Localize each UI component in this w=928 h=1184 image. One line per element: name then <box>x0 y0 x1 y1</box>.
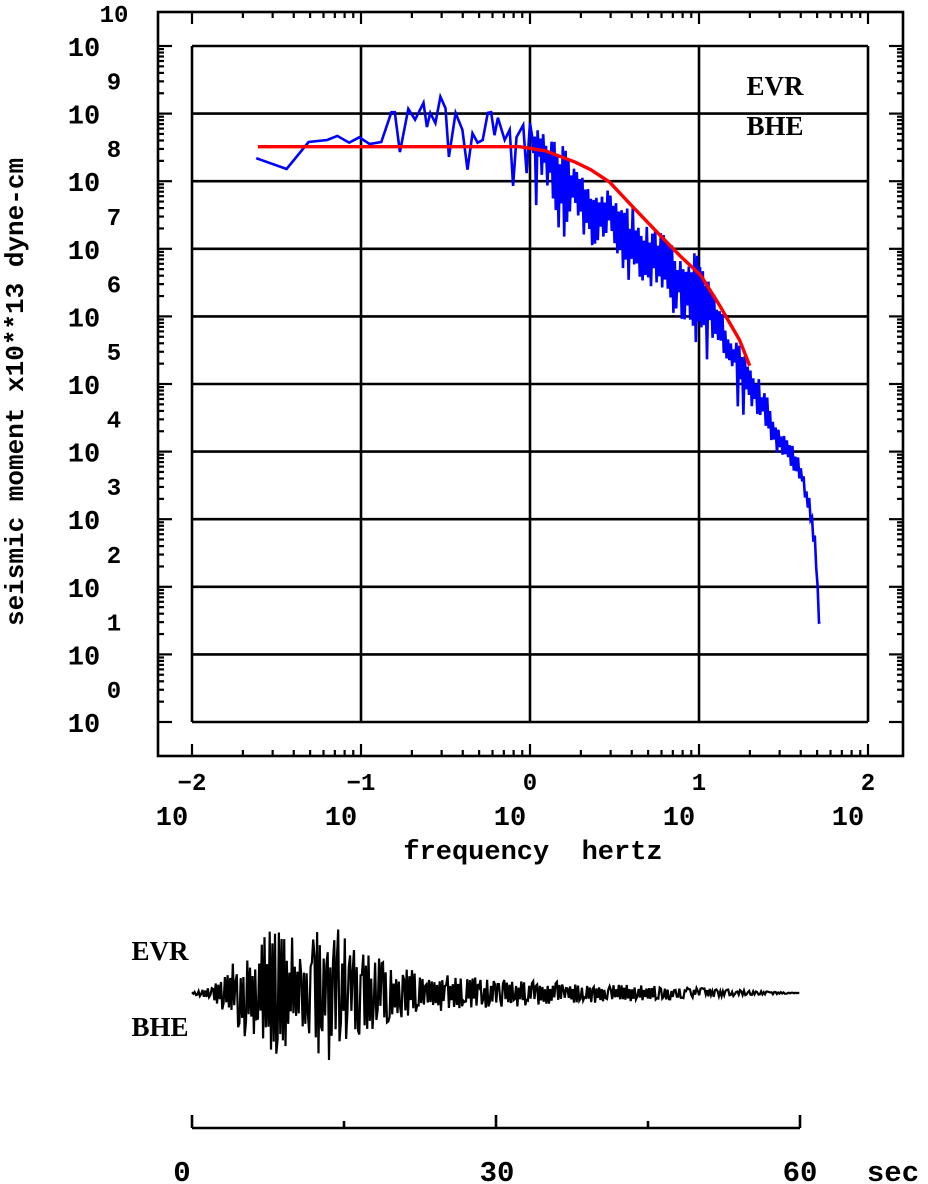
y-tick-label-exponent: 4 <box>107 409 121 436</box>
seismogram-station: EVR <box>131 936 189 966</box>
time-tick-label-0: 0 <box>173 1157 190 1184</box>
x-axis-title: frequency hertz <box>403 838 662 868</box>
y-tick-label-exponent: 0 <box>107 679 121 706</box>
time-tick-label-30: 30 <box>480 1157 515 1184</box>
x-tick-label-exponent: −1 <box>347 771 376 798</box>
y-tick-label-base: 10 <box>68 35 100 65</box>
seismogram-trace <box>191 929 800 1061</box>
x-tick-label-exponent: 0 <box>523 771 537 798</box>
x-tick-label-base: 10 <box>494 804 526 834</box>
x-tick-label-exponent: −2 <box>178 771 207 798</box>
x-tick-label-exponent: 1 <box>692 771 706 798</box>
legend-station: EVR <box>746 71 804 101</box>
y-tick-label-base: 10 <box>68 643 100 673</box>
y-tick-label-base: 10 <box>68 170 100 200</box>
time-unit-label: sec <box>867 1157 919 1184</box>
y-tick-label-base: 10 <box>68 576 100 606</box>
x-tick-labels: 10 −2 10 −1 10 0 10 1 10 2 <box>156 771 875 834</box>
y-tick-label-exponent: 9 <box>107 71 121 98</box>
y-tick-label-exponent: 1 <box>107 611 121 638</box>
time-axis <box>190 1115 802 1130</box>
y-tick-label-exponent: 3 <box>107 476 121 503</box>
y-axis-title: seismic moment x10**13 dyne-cm <box>1 158 31 626</box>
observed-spectrum-line <box>255 92 821 625</box>
y-tick-label-base: 10 <box>68 238 100 268</box>
y-tick-label-exponent: 7 <box>107 206 121 233</box>
seismogram-panel: EVR BHE 0 30 60 sec <box>131 929 919 1184</box>
y-tick-label-base: 10 <box>68 103 100 133</box>
grid-lines <box>190 44 870 724</box>
y-tick-label-exponent: 5 <box>107 341 121 368</box>
model-fit-line <box>257 144 752 367</box>
y-tick-label-base: 10 <box>68 373 100 403</box>
x-tick-label-base: 10 <box>156 804 188 834</box>
y-tick-label-base: 10 <box>68 441 100 471</box>
y-tick-label-exponent: 2 <box>107 544 121 571</box>
legend-component: BHE <box>746 111 803 141</box>
y-tick-label-base: 10 <box>68 305 100 335</box>
y-tick-label-base: 10 <box>68 711 100 741</box>
y-tick-label-exponent: 10 <box>100 3 129 30</box>
time-tick-label-60: 60 <box>783 1157 818 1184</box>
x-tick-label-base: 10 <box>832 804 864 834</box>
x-tick-label-base: 10 <box>325 804 357 834</box>
x-tick-label-exponent: 2 <box>861 771 875 798</box>
axis-ticks <box>158 12 903 756</box>
y-tick-label-base: 10 <box>68 508 100 538</box>
seismogram-component: BHE <box>131 1012 188 1042</box>
y-tick-label-exponent: 6 <box>107 273 121 300</box>
y-tick-label-exponent: 8 <box>107 138 121 165</box>
x-tick-label-base: 10 <box>663 804 695 834</box>
